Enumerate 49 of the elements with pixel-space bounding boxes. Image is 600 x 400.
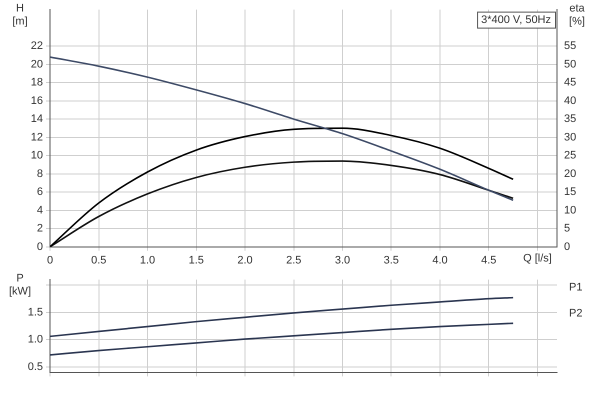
y2-tick-label: 0 xyxy=(564,240,570,253)
y2-tick-label: 30 xyxy=(564,131,576,144)
annotation: 3*400 V, 50Hz xyxy=(481,14,552,26)
line-series xyxy=(50,56,514,202)
y2-tick-label: 15 xyxy=(564,186,576,198)
x-tick-label: 3.5 xyxy=(384,254,399,266)
x-tick-label: 2.0 xyxy=(237,254,253,266)
x-tick-label: 4.5 xyxy=(481,254,496,266)
y-tick-label: 10 xyxy=(30,150,43,162)
x-tick-label: 4.0 xyxy=(432,254,448,266)
y-tick-label: 18 xyxy=(30,76,43,89)
y2-tick-label: 50 xyxy=(564,58,576,70)
y2-tick-label: 10 xyxy=(564,204,576,216)
y-tick-label: 6 xyxy=(36,186,43,198)
y2-tick-label: 55 xyxy=(564,40,576,52)
y-tick-label: 20 xyxy=(30,58,43,70)
y-axis-title: H [m] xyxy=(12,2,28,28)
y2-tick-label: 40 xyxy=(564,94,576,107)
y-tick-label: 12 xyxy=(30,131,43,144)
y2-tick-label: 35 xyxy=(564,113,576,126)
y-tick-label: 2 xyxy=(36,222,43,235)
y-tick-label: 1.5 xyxy=(28,306,43,318)
x-tick-label: 0 xyxy=(46,254,54,266)
y-tick-label: 0.5 xyxy=(28,360,43,373)
y2-tick-label: 45 xyxy=(564,76,576,89)
line-series xyxy=(50,296,514,338)
x-tick-label: 3.0 xyxy=(334,254,350,266)
y-tick-label: 1.0 xyxy=(28,334,43,346)
y2-tick-label: 25 xyxy=(564,150,576,162)
x-tick-label: 1.0 xyxy=(140,254,156,266)
y-tick-label: 0 xyxy=(36,240,43,253)
line-series xyxy=(50,127,514,247)
y2-axis-title: eta [%] xyxy=(569,2,586,28)
line-series xyxy=(50,160,514,247)
y-tick-label: 4 xyxy=(36,204,43,216)
text: P2 xyxy=(569,307,582,320)
y-tick-label: 22 xyxy=(30,40,43,52)
line-series xyxy=(50,322,514,356)
y-tick-label: 14 xyxy=(30,113,43,126)
x-axis-title: Q [l/s] xyxy=(523,252,552,264)
text: P1 xyxy=(569,282,582,294)
y2-tick-label: 5 xyxy=(564,222,570,235)
x-tick-label: 2.5 xyxy=(286,254,302,266)
y-axis-title: P [kW] xyxy=(9,272,31,298)
y-tick-label: 8 xyxy=(36,168,43,180)
y2-tick-label: 20 xyxy=(564,168,576,180)
x-tick-label: 0.5 xyxy=(91,254,106,266)
x-tick-label: 1.5 xyxy=(188,254,204,266)
y-tick-label: 16 xyxy=(30,94,43,107)
